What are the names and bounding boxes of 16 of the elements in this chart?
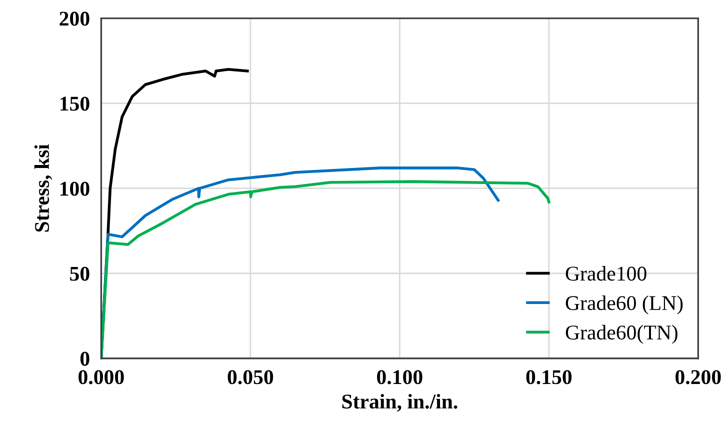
y-tick-label: 150 — [60, 96, 90, 111]
legend-label: Grade100 — [566, 266, 646, 281]
x-tick-label: 0.000 — [78, 370, 124, 384]
x-tick-label: 0.050 — [228, 370, 274, 384]
x-tick-label: 0.200 — [676, 370, 721, 384]
legend-label: Grade60(TN) — [566, 324, 678, 344]
y-tick-label: 0 — [80, 352, 90, 366]
x-tick-label: 0.100 — [377, 370, 422, 384]
y-tick-label: 200 — [60, 12, 90, 26]
legend-label: Grade60 (LN) — [566, 295, 683, 314]
x-axis-title: Strain, in./in. — [342, 394, 458, 412]
line-series — [101, 180, 550, 358]
y-tick-label: 50 — [70, 266, 90, 281]
y-tick-label: 100 — [60, 182, 90, 196]
x-tick-label: 0.150 — [526, 370, 572, 384]
y-axis-title: Stress, ksi — [34, 144, 52, 232]
